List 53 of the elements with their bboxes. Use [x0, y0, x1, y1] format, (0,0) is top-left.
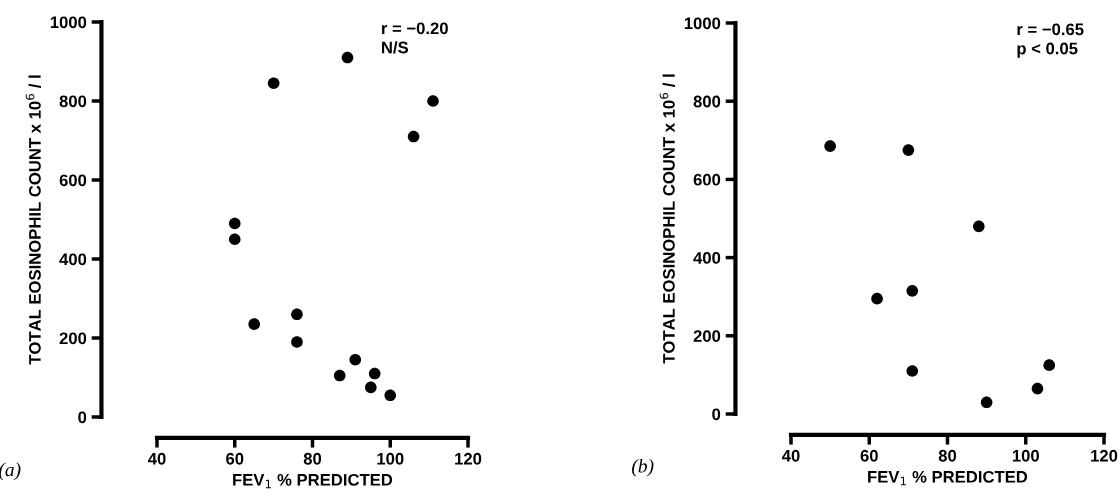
- y-tick-label: 400: [59, 253, 87, 266]
- x-axis-title: FEV$_{1}$ % PREDICTED: [868, 470, 1028, 486]
- x-tick-label: 100: [377, 452, 404, 465]
- point: [333, 369, 346, 382]
- point: [384, 389, 397, 402]
- point: [972, 220, 985, 233]
- y-tick-label: 200: [693, 330, 721, 342]
- point: [824, 140, 836, 152]
- y-tick-label: 0: [712, 408, 721, 421]
- point: [228, 217, 241, 230]
- point: [228, 233, 241, 246]
- y-tick-label: 400: [693, 252, 721, 264]
- y-tick-label: 800: [59, 95, 87, 108]
- point: [368, 367, 381, 380]
- point: [291, 336, 303, 348]
- x-tick-label: 100: [1012, 449, 1039, 462]
- x-tick-label: 40: [147, 452, 166, 465]
- annotation: r = −0.65 p < 0.05: [1017, 23, 1084, 58]
- point: [980, 396, 993, 409]
- point: [902, 144, 915, 156]
- point: [1031, 382, 1044, 395]
- x-tick-label: 80: [303, 452, 322, 465]
- y-tick-label: 0: [78, 411, 87, 424]
- point: [365, 381, 377, 394]
- y-tick-label: 200: [59, 332, 87, 345]
- x-tick-label: 80: [938, 449, 957, 462]
- text: (b): [632, 458, 654, 477]
- x-axis-title: FEV$_{1}$ % PREDICTED: [233, 473, 393, 489]
- x-tick-label: 120: [1091, 449, 1118, 462]
- y-axis-title: TOTAL EOSINOPHIL COUNT x 10$^{6}$ / l: [25, 75, 41, 365]
- y-tick-label: 800: [693, 95, 721, 108]
- point: [291, 308, 303, 321]
- point: [349, 353, 362, 366]
- point: [1043, 359, 1056, 371]
- point: [267, 77, 280, 90]
- y-tick-label: 600: [59, 174, 87, 187]
- x-tick-label: 120: [455, 452, 482, 465]
- point: [407, 130, 420, 143]
- point: [341, 51, 354, 64]
- x-tick-label: 60: [860, 449, 878, 462]
- point: [871, 292, 883, 305]
- point: [427, 95, 439, 107]
- text: (a): [0, 462, 21, 481]
- point: [248, 318, 260, 330]
- y-axis-title: TOTAL EOSINOPHIL COUNT x 10$^{6}$ / l: [659, 74, 675, 364]
- x-tick-label: 60: [226, 452, 244, 465]
- point: [906, 365, 919, 377]
- point: [906, 285, 919, 297]
- y-tick-label: 1000: [684, 17, 721, 30]
- annotation: r = −0.20 N/S: [382, 22, 448, 54]
- y-tick-label: 1000: [50, 16, 87, 29]
- x-tick-label: 40: [781, 449, 800, 462]
- y-tick-label: 600: [693, 173, 721, 186]
